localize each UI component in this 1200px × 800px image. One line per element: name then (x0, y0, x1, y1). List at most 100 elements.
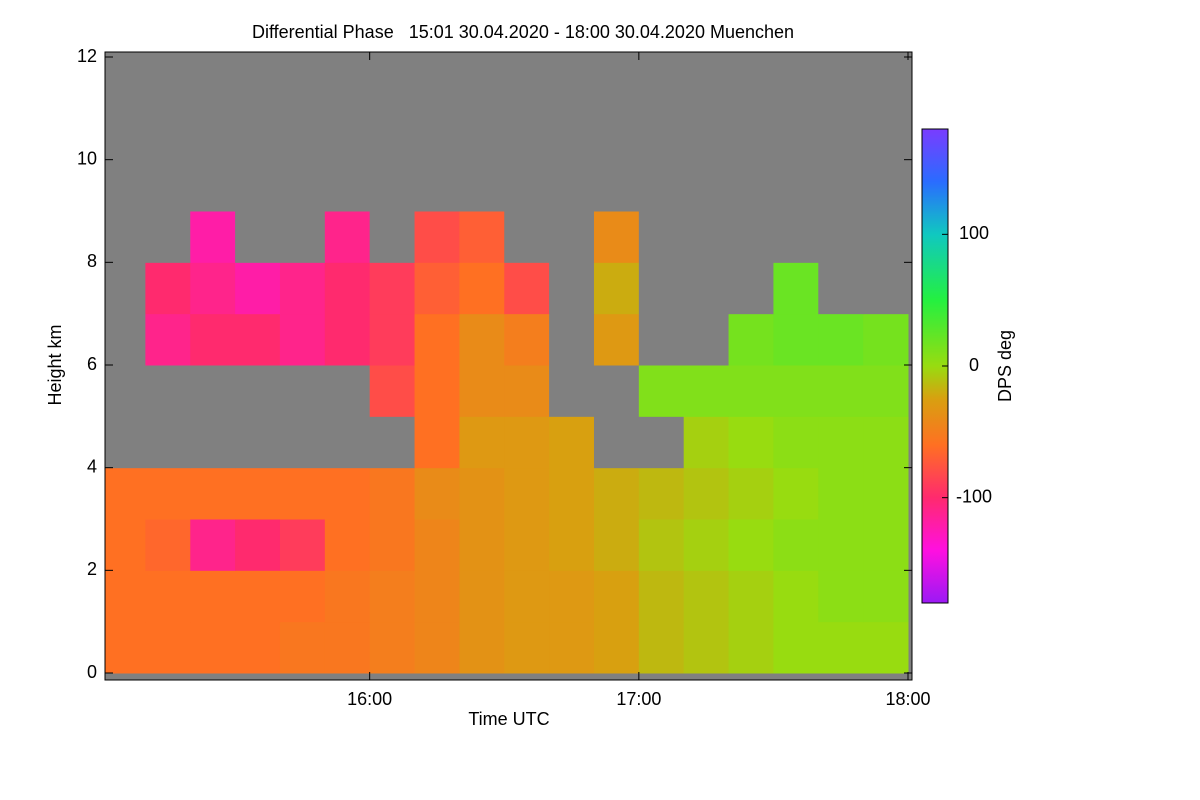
heat-cell (504, 211, 550, 263)
heat-cell (638, 467, 685, 520)
heat-cell (369, 365, 416, 417)
heat-cell (414, 519, 460, 571)
heat-cell (459, 108, 505, 161)
heat-cell (593, 416, 640, 469)
heat-cell (235, 108, 281, 161)
heat-cell (105, 365, 146, 417)
heat-cell (549, 57, 595, 109)
heat-cell (235, 365, 281, 417)
heat-cell (773, 211, 819, 263)
heat-cell (414, 262, 460, 315)
heat-cell (549, 211, 595, 263)
heat-cell (504, 108, 550, 161)
heat-cell (105, 313, 146, 366)
heat-cell (818, 365, 864, 417)
heat-cell (145, 621, 191, 674)
heat-cell (728, 570, 774, 623)
heat-cell (593, 108, 640, 161)
heat-cell (638, 211, 685, 263)
chart-title: Differential Phase 15:01 30.04.2020 - 18… (252, 22, 794, 42)
heat-cell (683, 365, 730, 417)
heat-cell (190, 262, 236, 315)
heat-cell (863, 467, 909, 520)
heat-cell (773, 519, 819, 571)
heat-cell (145, 57, 191, 109)
heat-cell (145, 313, 191, 366)
heat-cell (324, 313, 371, 366)
heat-cell (145, 159, 191, 212)
colorbar-tick-label: 0 (969, 355, 979, 375)
heat-cell (369, 519, 416, 571)
heat-cell (863, 621, 909, 674)
heat-cell (235, 621, 281, 674)
heat-cell (773, 365, 819, 417)
heat-cell (863, 365, 909, 417)
heat-cell (279, 467, 326, 520)
heat-cell (818, 108, 864, 161)
heat-cell (728, 467, 774, 520)
heat-cell (279, 313, 326, 366)
heat-cell (549, 467, 595, 520)
heat-cell (728, 159, 774, 212)
heat-cell (504, 519, 550, 571)
heat-cell (145, 211, 191, 263)
heat-cell (638, 365, 685, 417)
heat-cell (279, 211, 326, 263)
heat-cell (369, 570, 416, 623)
heat-cell (324, 519, 371, 571)
heat-cell (145, 262, 191, 315)
heat-cell (105, 416, 146, 469)
heat-cell (818, 57, 864, 109)
heat-cell (818, 621, 864, 674)
heat-cell (190, 108, 236, 161)
heat-cell (279, 416, 326, 469)
heat-cell (190, 416, 236, 469)
heat-cell (728, 262, 774, 315)
heat-cell (773, 108, 819, 161)
heat-cell (773, 159, 819, 212)
heat-cell (863, 159, 909, 212)
heat-cell (369, 467, 416, 520)
heat-cell (683, 467, 730, 520)
heat-cell (414, 416, 460, 469)
heat-cell (818, 570, 864, 623)
heat-cell (459, 467, 505, 520)
colorbar-label: DPS deg (995, 330, 1015, 402)
heat-cell (593, 467, 640, 520)
heat-cell (683, 621, 730, 674)
colorbar-tick-label: 100 (959, 223, 989, 243)
heat-cell (190, 519, 236, 571)
heat-cell (279, 108, 326, 161)
heat-cell (863, 416, 909, 469)
heat-cell (145, 570, 191, 623)
x-tick-label: 16:00 (347, 689, 392, 709)
heat-cell (235, 519, 281, 571)
heat-cell (504, 416, 550, 469)
heat-cell (683, 416, 730, 469)
colorbar-tick-label: -100 (956, 486, 992, 506)
heat-cell (369, 211, 416, 263)
heat-cell (638, 570, 685, 623)
heat-cell (190, 467, 236, 520)
heat-cell (324, 108, 371, 161)
heat-cell (638, 416, 685, 469)
heat-cell (190, 211, 236, 263)
heat-cell (369, 416, 416, 469)
heat-cell (863, 313, 909, 366)
heat-cell (818, 159, 864, 212)
heat-cell (683, 108, 730, 161)
heat-cell (459, 262, 505, 315)
heat-cell (414, 365, 460, 417)
heat-cell (638, 621, 685, 674)
heat-cell (190, 365, 236, 417)
heat-cell (279, 57, 326, 109)
heat-cell (235, 570, 281, 623)
heat-cell (105, 570, 146, 623)
heat-cell (369, 57, 416, 109)
heat-cell (773, 416, 819, 469)
heat-cell (683, 159, 730, 212)
heat-cell (549, 416, 595, 469)
heat-cell (369, 108, 416, 161)
heat-cell (459, 621, 505, 674)
